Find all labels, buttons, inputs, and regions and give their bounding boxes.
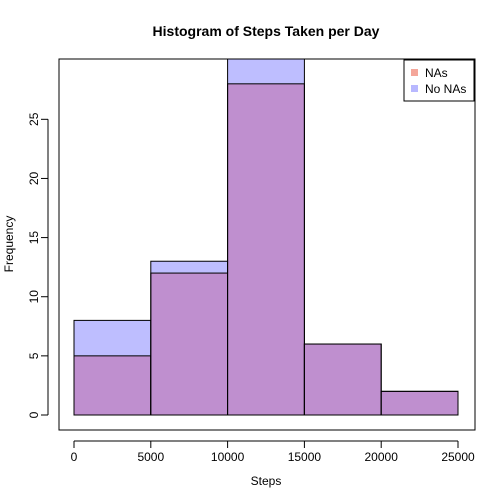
bar-outline-no-nas-4 xyxy=(303,343,382,416)
x-tick-label-15000: 15000 xyxy=(288,450,322,464)
x-tick-label-20000: 20000 xyxy=(365,450,399,464)
x-axis-label: Steps xyxy=(251,474,282,488)
y-tick-label-15: 15 xyxy=(27,231,41,245)
bar-outline-no-nas-5 xyxy=(380,390,459,416)
y-axis: 0 5 10 15 20 25 xyxy=(27,112,49,418)
plot-area xyxy=(73,59,459,416)
legend-box xyxy=(403,59,475,102)
plot-border xyxy=(58,58,476,431)
x-tick-label-0: 0 xyxy=(71,450,78,464)
bar-overlap-3 xyxy=(227,83,305,416)
x-axis: 0 5000 10000 15000 20000 25000 xyxy=(71,440,475,464)
bar-overlap-2 xyxy=(150,273,228,415)
chart-title: Histogram of Steps Taken per Day xyxy=(153,23,380,39)
bar-excess-2 xyxy=(150,261,228,274)
bar-overlap-4 xyxy=(304,344,382,415)
legend-swatch-no-nas xyxy=(411,85,418,92)
x-tick-label-5000: 5000 xyxy=(137,450,164,464)
bars-layer xyxy=(73,59,459,416)
y-tick-label-25: 25 xyxy=(27,112,41,126)
y-tick-label-20: 20 xyxy=(27,171,41,185)
bar-excess-3 xyxy=(227,59,305,84)
y-tick-label-5: 5 xyxy=(27,352,41,359)
bar-excess-1 xyxy=(74,320,151,356)
bar-overlap-5 xyxy=(381,391,458,415)
legend: NAs No NAs xyxy=(403,59,475,102)
y-axis-label: Frequency xyxy=(2,216,16,273)
x-tick-label-10000: 10000 xyxy=(211,450,245,464)
legend-swatch-nas xyxy=(411,69,418,76)
bar-overlap-1 xyxy=(74,355,151,415)
bar-outline-no-nas-3 xyxy=(227,59,305,416)
legend-label-no-nas: No NAs xyxy=(425,82,466,96)
y-tick-label-0: 0 xyxy=(27,411,41,418)
y-tick-label-10: 10 xyxy=(27,290,41,304)
legend-label-nas: NAs xyxy=(425,66,448,80)
x-tick-label-25000: 25000 xyxy=(441,450,475,464)
